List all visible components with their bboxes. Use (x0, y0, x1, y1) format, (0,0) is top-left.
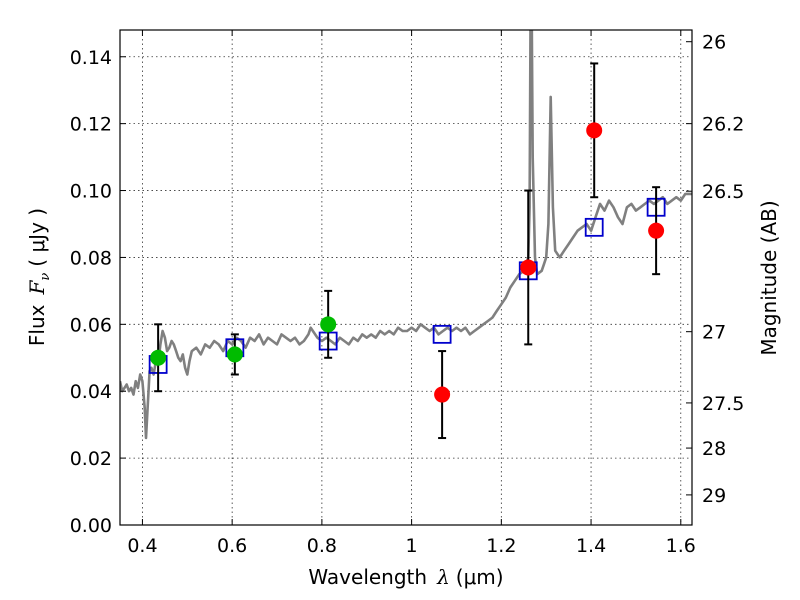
x-tick-label: 0.6 (217, 535, 247, 557)
x-tick-label: 1.4 (576, 535, 606, 557)
x-tick-label: 0.4 (127, 535, 157, 557)
y-tick-label: 0.00 (70, 515, 112, 537)
spectrum-line (120, 30, 692, 440)
x-tick-label: 1.2 (486, 535, 516, 557)
y2-tick-label: 26.2 (702, 114, 744, 136)
y-tick-label: 0.12 (70, 114, 112, 136)
red-data-point (648, 222, 665, 239)
x-axis-label-symbol: λ (436, 565, 450, 589)
model-photometry-box (432, 324, 452, 344)
y2-tick-label: 27 (702, 322, 726, 344)
green-data-point (226, 346, 243, 363)
y2-axis-label: Magnitude (AB) (757, 200, 781, 355)
x-axis-label-main: Wavelength (308, 565, 427, 589)
y-tick-label: 0.04 (70, 381, 112, 403)
tick-labels: 0.4 0.6 0.8 1 1.2 1.4 1.6 0.00 0.02 0.04 0.06 0.08 0… (70, 32, 745, 557)
y2-tick-label: 29 (702, 485, 726, 507)
y-axis-label: Flux Fν ( μJy ) (25, 208, 53, 346)
y-axis-label-symbol: F (25, 280, 49, 296)
y-axis-label-main: Flux (25, 304, 49, 346)
plot-frame (119, 29, 693, 526)
red-data-point (520, 259, 537, 276)
spectrum-layer (120, 30, 692, 440)
x-axis-label-unit: (μm) (456, 565, 504, 589)
y-tick-label: 0.06 (70, 314, 112, 336)
x-tick-label: 1 (406, 535, 418, 557)
x-tick-label: 0.8 (307, 535, 337, 557)
red-data-point (586, 122, 603, 139)
y-tick-label: 0.08 (70, 247, 112, 269)
y-axis-label-sub: ν (38, 273, 53, 281)
y-tick-label: 0.10 (70, 181, 112, 203)
plot-background (120, 30, 692, 525)
y2-tick-label: 27.5 (702, 393, 744, 415)
y-tick-label: 0.02 (70, 448, 112, 470)
point-layer (150, 122, 665, 403)
ticks (120, 30, 692, 526)
grid (120, 30, 692, 526)
x-tick-label: 1.6 (666, 535, 696, 557)
green-data-point (150, 349, 167, 366)
y2-tick-label: 26 (702, 32, 726, 54)
red-data-point (434, 386, 451, 403)
y-tick-label: 0.14 (70, 47, 112, 69)
model-photometry-box (584, 217, 604, 237)
green-data-point (320, 316, 337, 333)
y-axis-label-unit: ( μJy ) (25, 208, 49, 267)
y2-tick-label: 28 (702, 438, 726, 460)
x-axis-label: Wavelength λ (μm) (308, 565, 503, 589)
y2-tick-label: 26.5 (702, 181, 744, 203)
